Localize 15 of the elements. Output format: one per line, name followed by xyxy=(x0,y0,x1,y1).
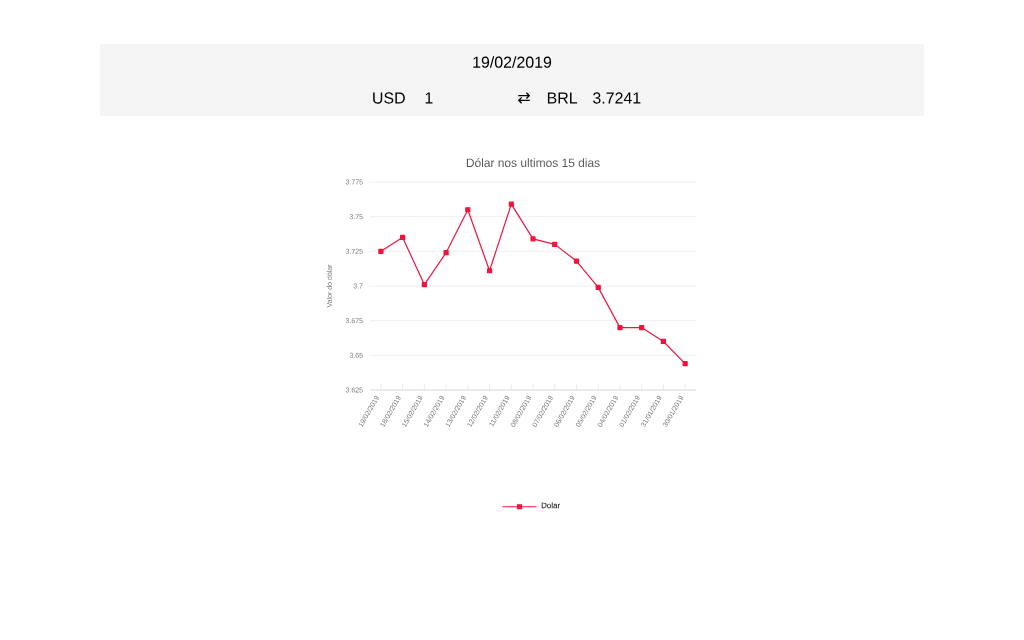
point xyxy=(400,234,406,241)
point xyxy=(595,284,601,290)
point xyxy=(617,325,623,331)
point xyxy=(552,241,558,247)
point xyxy=(378,248,384,254)
point xyxy=(573,258,580,264)
point xyxy=(530,236,536,242)
point xyxy=(421,282,427,288)
point xyxy=(660,338,667,345)
point xyxy=(639,325,645,331)
point xyxy=(465,207,471,213)
point xyxy=(682,361,688,367)
point xyxy=(486,268,493,274)
point xyxy=(443,250,449,256)
point xyxy=(508,201,514,207)
